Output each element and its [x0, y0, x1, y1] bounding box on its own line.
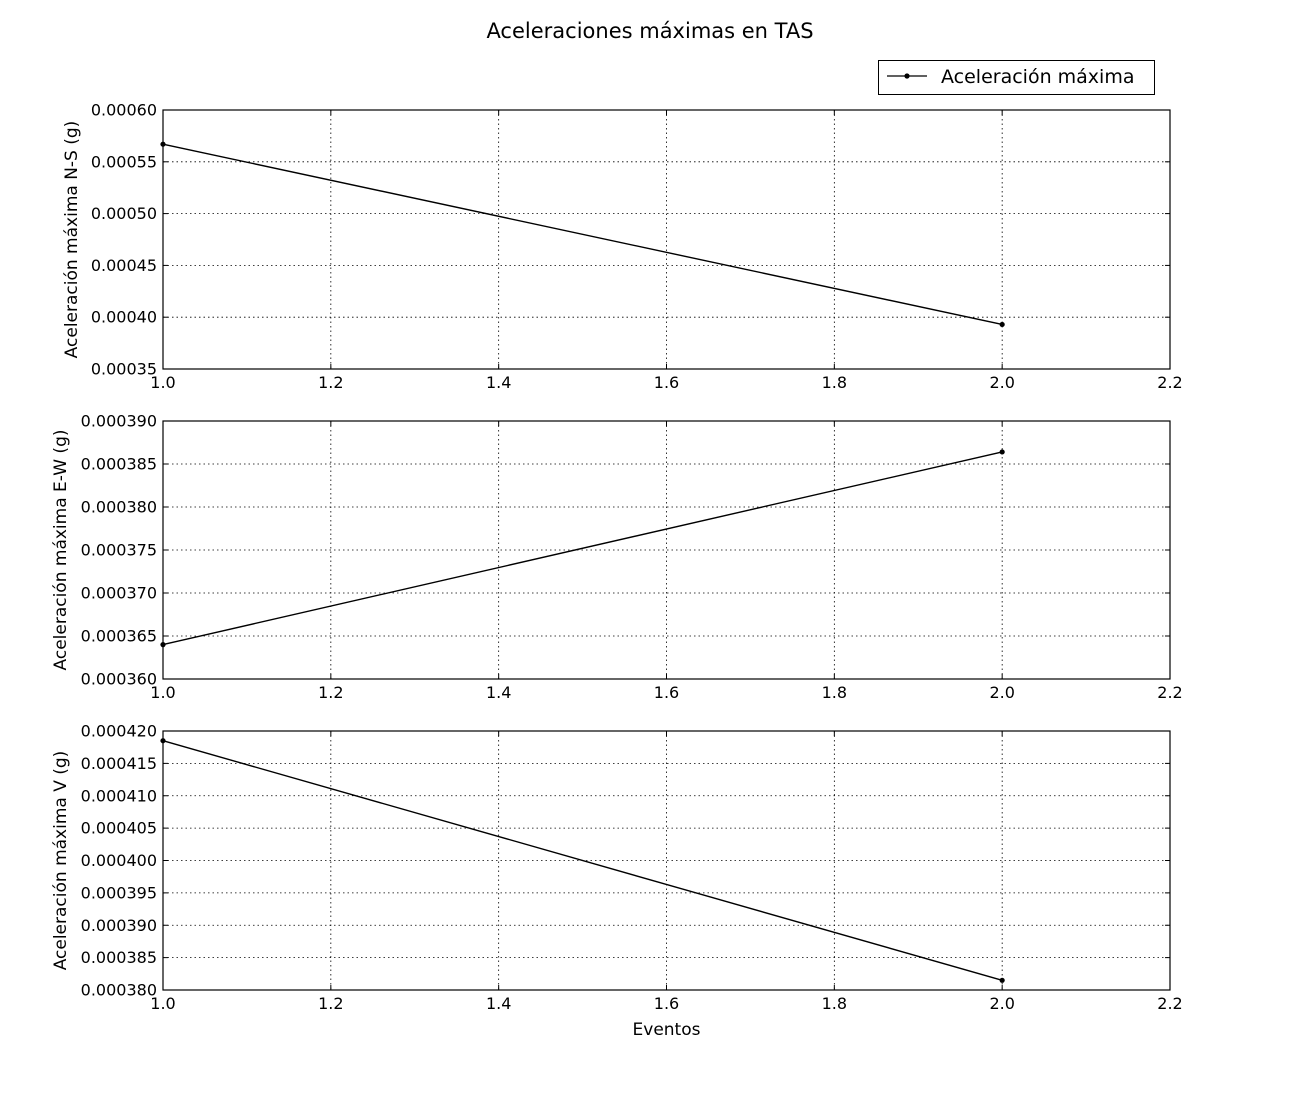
plot-frame: [162, 420, 1171, 680]
panel-v: 1.0 1.2 1.4 1.6 1.8 2.0 2.2 0.000380 0.000385 0.0…: [51, 722, 1183, 1041]
legend-frame: [878, 60, 1155, 95]
series-line: [162, 451, 1003, 646]
y-tick-label: 0.000405: [81, 819, 157, 838]
y-tick-label: 0.000375: [81, 541, 157, 560]
series-line: [162, 740, 1003, 981]
panel-ns: 1.0 1.2 1.4 1.6 1.8 2.0 2.2 0.00035 0.00040 0.000…: [62, 101, 1183, 393]
y-tick-label: 0.00050: [91, 204, 157, 223]
y-tick-label: 0.000390: [81, 412, 157, 431]
plot-frame: [162, 109, 1171, 370]
plot-frame: [162, 730, 1171, 991]
x-tick-label: 1.2: [318, 994, 343, 1013]
data-point: [160, 642, 166, 648]
x-tick-label: 1.8: [822, 373, 847, 392]
x-axis-label: Eventos: [633, 1020, 701, 1040]
x-tick-label: 1.4: [486, 373, 511, 392]
y-tick-label: 0.000380: [81, 498, 157, 517]
y-tick-label: 0.000370: [81, 584, 157, 603]
y-tick-label: 0.000410: [81, 786, 157, 805]
legend-marker: [904, 73, 910, 79]
legend: Aceleración máxima: [878, 60, 1155, 95]
y-tick-label: 0.000385: [81, 948, 157, 967]
x-tick-label: 1.0: [150, 683, 175, 702]
x-tick-label: 1.8: [822, 994, 847, 1013]
data-point: [999, 321, 1005, 328]
y-tick-label: 0.00035: [91, 360, 157, 379]
x-tick-label: 2.0: [989, 683, 1014, 702]
x-tick-label: 1.4: [486, 994, 511, 1013]
y-tick-label: 0.000395: [81, 883, 157, 902]
x-tick-label: 1.0: [150, 994, 175, 1013]
x-tick-label: 2.2: [1157, 683, 1182, 702]
y-axis-label: Aceleración máxima V (g): [51, 751, 71, 971]
y-axis-label: Aceleración máxima E-W (g): [51, 430, 71, 671]
x-tick-label: 1.2: [318, 683, 343, 702]
y-tick-label: 0.000380: [81, 981, 157, 1000]
x-tick-label: 1.4: [486, 683, 511, 702]
x-tick-label: 1.6: [654, 683, 679, 702]
y-tick-label: 0.000390: [81, 916, 157, 935]
data-point: [160, 141, 166, 147]
y-tick-label: 0.000365: [81, 627, 157, 646]
x-tick-label: 2.2: [1157, 994, 1182, 1013]
x-tick-label: 2.2: [1157, 373, 1182, 392]
data-point: [999, 977, 1005, 983]
y-tick-label: 0.000360: [81, 670, 157, 689]
series-line: [162, 143, 1003, 326]
y-axis-label: Aceleración máxima N-S (g): [62, 121, 82, 359]
x-tick-label: 2.0: [989, 373, 1014, 392]
y-tick-label: 0.000420: [81, 722, 157, 741]
x-tick-label: 1.6: [654, 373, 679, 392]
y-tick-label: 0.00045: [91, 256, 157, 275]
y-tick-label: 0.00055: [91, 152, 157, 171]
x-tick-label: 1.0: [150, 373, 175, 392]
y-tick-label: 0.000400: [81, 851, 157, 870]
x-tick-label: 1.2: [318, 373, 343, 392]
y-tick-label: 0.00060: [91, 101, 157, 120]
y-tick-label: 0.000385: [81, 455, 157, 474]
legend-label: Aceleración máxima: [941, 66, 1134, 88]
y-tick-label: 0.000415: [81, 754, 157, 773]
x-tick-label: 2.0: [989, 994, 1014, 1013]
data-point: [160, 738, 166, 744]
panel-ew: 1.0 1.2 1.4 1.6 1.8 2.0 2.2 0.000360 0.000365 0.0…: [51, 412, 1183, 703]
x-tick-label: 1.6: [654, 994, 679, 1013]
y-tick-label: 0.00040: [91, 308, 157, 327]
data-point: [999, 449, 1005, 455]
figure-title: Aceleraciones máximas en TAS: [486, 19, 813, 43]
x-tick-label: 1.8: [822, 683, 847, 702]
